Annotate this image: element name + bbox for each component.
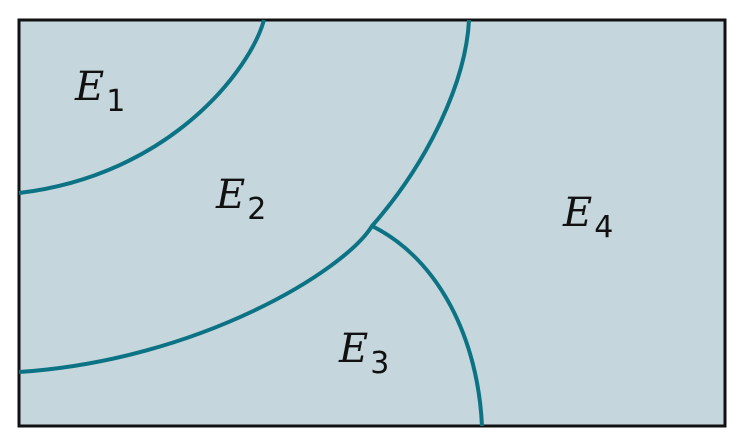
region-label-e4: E4	[562, 190, 613, 245]
region-letter-e4: E	[562, 190, 592, 236]
region-label-e1: E1	[74, 64, 125, 119]
region-subscript-e4: 4	[594, 210, 613, 245]
region-label-e3: E3	[338, 326, 389, 381]
region-letter-e1: E	[74, 64, 104, 110]
region-subscript-e3: 3	[370, 346, 389, 381]
region-label-e2: E2	[215, 172, 266, 227]
boundary-curve-e3-e4	[371, 224, 484, 427]
region-subscript-e2: 2	[247, 192, 266, 227]
region-subscript-e1: 1	[106, 84, 125, 119]
region-letter-e2: E	[215, 172, 245, 218]
boundary-curve-e2-outer	[18, 19, 471, 374]
region-letter-e3: E	[338, 326, 368, 372]
boundary-curve-e1-e2	[18, 19, 266, 195]
